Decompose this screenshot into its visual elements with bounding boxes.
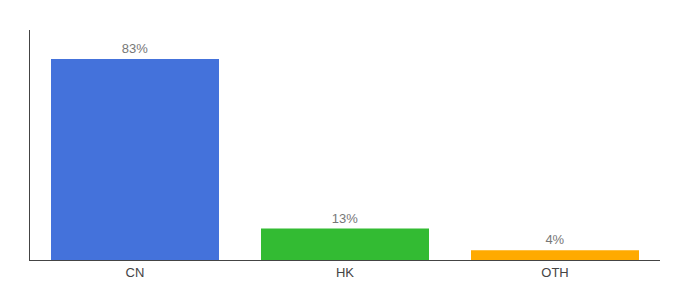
svg-text:CN: CN: [126, 265, 145, 280]
svg-text:4%: 4%: [545, 232, 564, 247]
svg-text:OTH: OTH: [541, 265, 568, 280]
svg-text:83%: 83%: [122, 41, 148, 56]
svg-text:HK: HK: [336, 265, 354, 280]
svg-text:13%: 13%: [332, 211, 358, 226]
